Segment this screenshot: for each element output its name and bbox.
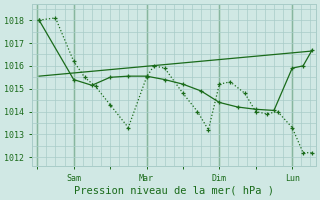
X-axis label: Pression niveau de la mer( hPa ): Pression niveau de la mer( hPa )	[74, 186, 274, 196]
